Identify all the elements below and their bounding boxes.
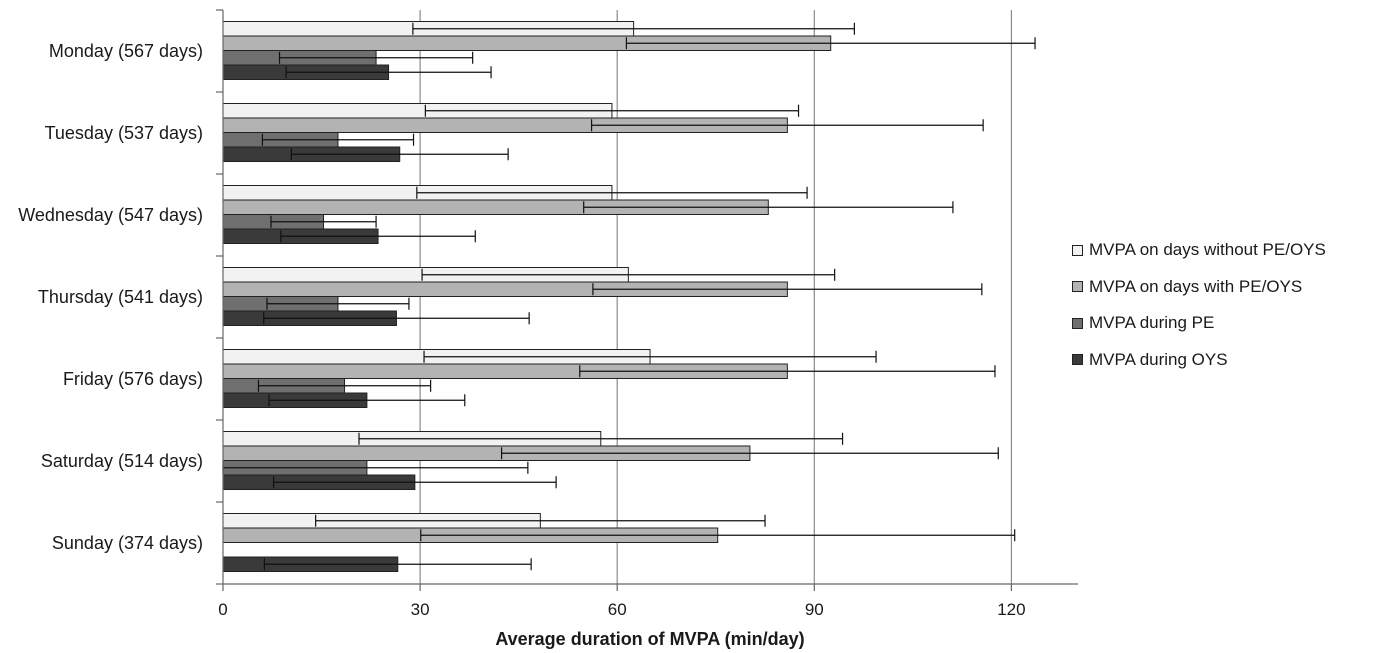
legend-swatch (1072, 354, 1083, 366)
x-tick-label: 60 (608, 600, 627, 619)
labels: Monday (567 days) Tuesday (537 days) Wedne… (18, 41, 1025, 619)
legend-swatch (1072, 244, 1083, 256)
legend-label: MVPA during OYS (1089, 349, 1228, 369)
axes (216, 9, 1078, 591)
x-tick-label: 120 (997, 600, 1025, 619)
legend-item: MVPA during PE (1072, 305, 1326, 342)
legend-swatch (1072, 317, 1083, 329)
x-tick-label: 90 (805, 600, 824, 619)
category-label: Sunday (374 days) (52, 533, 203, 553)
x-tick-label: 30 (411, 600, 430, 619)
category-label: Friday (576 days) (63, 369, 203, 389)
legend: MVPA on days without PE/OYS MVPA on days … (1072, 232, 1326, 378)
legend-label: MVPA during PE (1089, 313, 1215, 333)
legend-item: MVPA on days without PE/OYS (1072, 232, 1326, 269)
error-bars (222, 22, 1036, 571)
legend-label: MVPA on days with PE/OYS (1089, 276, 1303, 296)
category-label: Thursday (541 days) (38, 287, 203, 307)
legend-item: MVPA on days with PE/OYS (1072, 269, 1326, 306)
category-label: Monday (567 days) (49, 41, 203, 61)
category-label: Saturday (514 days) (41, 451, 203, 471)
category-label: Tuesday (537 days) (45, 123, 203, 143)
x-tick-label: 0 (218, 600, 227, 619)
bars (222, 21, 832, 572)
legend-label: MVPA on days without PE/OYS (1089, 240, 1326, 260)
category-label: Wednesday (547 days) (18, 205, 203, 225)
legend-item: MVPA during OYS (1072, 342, 1326, 379)
x-axis-title: Average duration of MVPA (min/day) (495, 629, 804, 649)
legend-swatch (1072, 281, 1083, 293)
